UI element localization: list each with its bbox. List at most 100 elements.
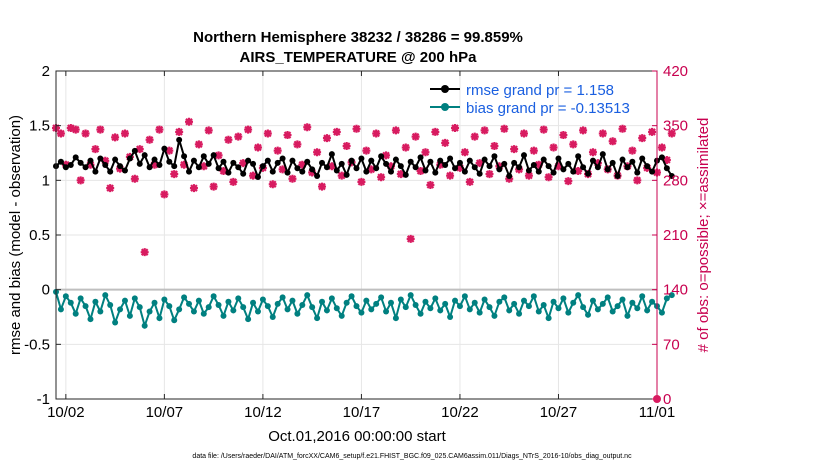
- obs-point: [253, 143, 262, 152]
- rmse-point: [580, 164, 587, 171]
- obs-point: [426, 181, 435, 190]
- bias-point: [259, 296, 266, 303]
- obs-point: [475, 159, 484, 168]
- bias-point: [594, 306, 601, 313]
- bias-point: [456, 303, 463, 310]
- obs-point: [194, 140, 203, 149]
- bias-point: [319, 298, 326, 305]
- bias-point: [210, 293, 217, 300]
- rmse-point: [363, 168, 370, 175]
- obs-point: [234, 132, 243, 141]
- obs-point: [667, 129, 676, 138]
- rmse-point: [117, 163, 124, 170]
- obs-point: [441, 138, 450, 147]
- obs-point: [155, 125, 164, 134]
- bias-point: [87, 316, 94, 323]
- bias-point: [166, 303, 173, 310]
- obs-point: [229, 177, 238, 186]
- obs-point: [657, 143, 666, 152]
- obs-point: [244, 125, 253, 134]
- rmse-point: [225, 169, 232, 176]
- rmse-point: [447, 155, 454, 162]
- rmse-point: [540, 156, 547, 163]
- obs-point: [406, 234, 415, 243]
- y-left-tick-label: 0: [42, 282, 50, 299]
- rmse-point: [230, 159, 237, 166]
- y-axis-right: 0 70 140 210 280 350 420: [652, 63, 688, 408]
- obs-point: [342, 141, 351, 150]
- rmse-point: [200, 153, 207, 160]
- bias-point: [245, 316, 252, 323]
- y-right-tick-label: 280: [663, 172, 688, 189]
- rmse-point: [624, 164, 631, 171]
- rmse-point: [314, 172, 321, 179]
- bias-point: [565, 309, 572, 316]
- obs-point: [219, 166, 228, 175]
- rmse-point: [289, 157, 296, 164]
- obs-point: [662, 156, 671, 165]
- obs-point: [175, 127, 184, 136]
- rmse-point: [481, 156, 488, 163]
- obs-point: [382, 151, 391, 160]
- obs-point: [86, 160, 95, 169]
- obs-point: [396, 170, 405, 179]
- obs-point: [214, 151, 223, 160]
- bias-point: [294, 310, 301, 317]
- rmse-point: [452, 165, 459, 172]
- bias-point: [407, 292, 414, 299]
- x-tick-label: 10/22: [441, 404, 479, 421]
- obs-point: [283, 131, 292, 140]
- obs-point: [446, 171, 455, 180]
- bias-point: [299, 301, 306, 308]
- bias-point: [580, 304, 587, 311]
- rmse-point: [560, 166, 567, 173]
- obs-point: [539, 125, 548, 134]
- rmse-point: [72, 154, 79, 161]
- rmse-point: [319, 159, 326, 166]
- bias-point: [634, 305, 641, 312]
- bias-point: [348, 293, 355, 300]
- right-axis-zero-marker: [653, 395, 661, 403]
- rmse-point: [215, 165, 222, 172]
- bias-point: [397, 296, 404, 303]
- footnote: data file: /Users/raeder/DAI/ATM_forcXX/…: [192, 453, 632, 460]
- bias-point: [447, 314, 454, 320]
- y-left-tick-label: 1: [42, 172, 50, 189]
- bias-point: [240, 304, 247, 311]
- obs-point: [160, 190, 169, 199]
- bias-point: [309, 304, 316, 311]
- obs-point: [534, 160, 543, 169]
- rmse-point: [476, 170, 483, 177]
- rmse-point: [392, 156, 399, 163]
- bias-point: [392, 315, 399, 322]
- obs-point: [544, 173, 553, 182]
- bias-point: [461, 293, 468, 300]
- bias-point: [215, 301, 222, 308]
- rmse-point: [77, 159, 84, 166]
- obs-point: [367, 165, 376, 174]
- rmse-point: [338, 160, 345, 167]
- bias-point: [107, 301, 114, 308]
- obs-point: [598, 129, 607, 138]
- rmse-point: [373, 165, 380, 172]
- obs-point: [327, 162, 336, 171]
- obs-point: [224, 135, 233, 144]
- rmse-point: [348, 157, 355, 164]
- bias-point: [422, 298, 429, 305]
- bias-point: [570, 299, 577, 306]
- bias-point: [550, 298, 557, 305]
- bias-point: [72, 310, 79, 317]
- obs-point: [554, 162, 563, 171]
- bias-point: [289, 297, 296, 304]
- bias-point: [649, 298, 656, 305]
- bias-point: [363, 297, 370, 304]
- obs-point: [495, 162, 504, 171]
- rmse-point: [545, 163, 552, 170]
- x-tick-label: 10/17: [343, 404, 381, 421]
- rmse-point: [550, 169, 557, 176]
- rmse-point: [333, 167, 340, 174]
- legend: rmse grand pr = 1.158 bias grand pr = -0…: [430, 82, 630, 117]
- obs-point: [273, 146, 282, 155]
- rmse-point: [353, 165, 360, 172]
- bias-point: [476, 309, 483, 316]
